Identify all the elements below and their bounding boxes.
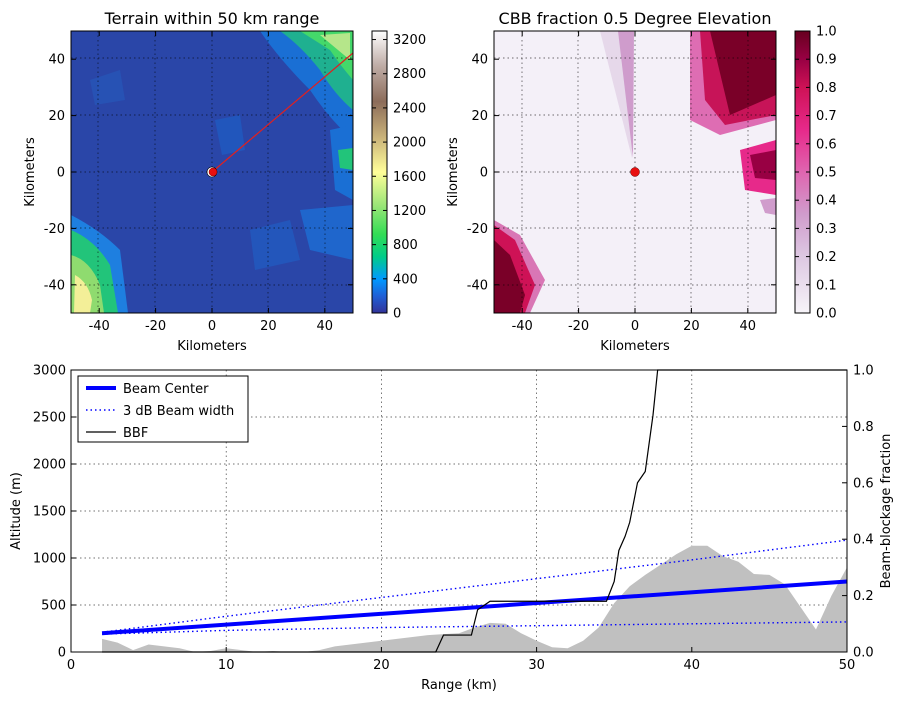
beam-ylabel: Altitude (m) [9,472,24,550]
cbb-ytick-label: 20 [471,109,488,124]
legend-label-beam-width: 3 dB Beam width [123,404,234,419]
terrain-ytick-label: 20 [48,109,65,124]
cbb-xtick-label: -20 [568,319,589,334]
terrain-colorbar-tick-label: 800 [393,238,418,253]
terrain-colorbar [371,30,388,314]
beam-ytick-right-label: 1.0 [853,364,874,379]
legend: Beam Center 3 dB Beam width BBF [77,375,249,443]
cbb-xtick-label: 20 [683,319,700,334]
beam-xtick-label: 50 [839,658,856,673]
cbb-grid [494,31,776,313]
beam-ytick-right-label: 0.2 [853,589,874,604]
cbb-xtick-label: -40 [512,319,533,334]
terrain-ylabel: Kilometers [23,137,38,207]
cbb-xlabel: Kilometers [600,339,670,354]
beam-ytick-label: 0 [58,646,66,661]
bbf-line [102,369,847,653]
cbb-xtick-label: 0 [631,319,639,334]
cbb-panel: CBB fraction 0.5 Degree Elevation [446,9,837,354]
terrain-xtick-label: 0 [208,319,216,334]
terrain-colorbar-tick-label: 400 [393,272,418,287]
beam-ytick-label: 2500 [33,411,66,426]
terrain-colorbar-tick-label: 3200 [393,33,426,48]
beam-grid [71,370,847,652]
terrain-xlabel: Kilometers [177,339,247,354]
cbb-ytick-label: -40 [467,278,488,293]
beam-ytick-label: 3000 [33,364,66,379]
terrain-profile-fill [102,545,848,652]
cbb-colorbar-tick-label: 0.0 [816,307,837,322]
beam-xtick-label: 30 [528,658,545,673]
cbb-colorbar-tick-label: 0.3 [816,222,837,237]
beam-xtick-label: 20 [373,658,390,673]
beam-ytick-right-label: 0.4 [853,533,874,548]
beam-ytick-label: 500 [41,599,66,614]
beam-ytick-label: 1500 [33,505,66,520]
beam-xtick-label: 40 [684,658,701,673]
beam-ytick-label: 2000 [33,458,66,473]
terrain-colorbar-tick-label: 1200 [393,204,426,219]
beam-width-lower-line [102,621,848,635]
terrain-grid [71,31,353,313]
terrain-ytick-label: -20 [44,222,65,237]
beam-xtick-label: 0 [67,658,75,673]
beam-width-upper-line [101,539,848,633]
terrain-title: Terrain within 50 km range [104,9,320,28]
radar-location-dot [208,167,218,177]
legend-label-beam-center: Beam Center [123,382,209,397]
beam-center-line [101,579,848,636]
cbb-colorbar-tick-label: 0.5 [816,166,837,181]
cbb-colorbar-tick-label: 0.2 [816,250,837,265]
cbb-colorbar-tick-label: 0.1 [816,278,837,293]
terrain-colorbar-tick-label: 2800 [393,67,426,82]
terrain-xtick-label: -40 [89,319,110,334]
cbb-colorbar-tick-label: 1.0 [816,25,837,40]
cbb-ytick-label: -20 [467,222,488,237]
beam-ylabel-right: Beam-blockage fraction [879,434,894,589]
beam-xtick-label: 10 [218,658,235,673]
cbb-colorbar-tick-label: 0.4 [816,194,837,209]
terrain-ytick-label: 40 [48,53,65,68]
cbb-colorbar-tick-label: 0.6 [816,137,837,152]
cbb-ytick-label: 0 [480,166,488,181]
beam-xlabel: Range (km) [421,678,497,693]
terrain-colorbar-tick-label: 0 [393,307,401,322]
transect-line [211,52,354,173]
terrain-panel: Terrain within 50 km range [23,9,426,354]
terrain-colorbar-tick-label: 2000 [393,136,426,151]
beam-ytick-right-label: 0.8 [853,420,874,435]
terrain-ytick-label: 0 [57,166,65,181]
beam-panel: 0 10 20 30 40 500500100015002000250030000.00.… [9,364,894,694]
cbb-ytick-label: 40 [471,53,488,68]
legend-label-bbf: BBF [123,426,148,441]
terrain-colorbar-tick-label: 2400 [393,101,426,116]
terrain-xtick-label: 20 [260,319,277,334]
cbb-colorbar-tick-label: 0.7 [816,109,837,124]
beam-ytick-right-label: 0.6 [853,476,874,491]
cbb-colorbar-tick-label: 0.9 [816,53,837,68]
beam-ytick-right-label: 0.0 [853,646,874,661]
cbb-xtick-label: 40 [740,319,757,334]
terrain-xtick-label: -20 [145,319,166,334]
cbb-title: CBB fraction 0.5 Degree Elevation [499,9,772,28]
beam-ytick-label: 1000 [33,552,66,567]
cbb-colorbar-tick-label: 0.8 [816,81,837,96]
radar-location-dot-cbb [630,167,640,177]
terrain-ytick-label: -40 [44,278,65,293]
terrain-colorbar-tick-label: 1600 [393,170,426,185]
cbb-ylabel: Kilometers [446,137,461,207]
terrain-xtick-label: 40 [317,319,334,334]
